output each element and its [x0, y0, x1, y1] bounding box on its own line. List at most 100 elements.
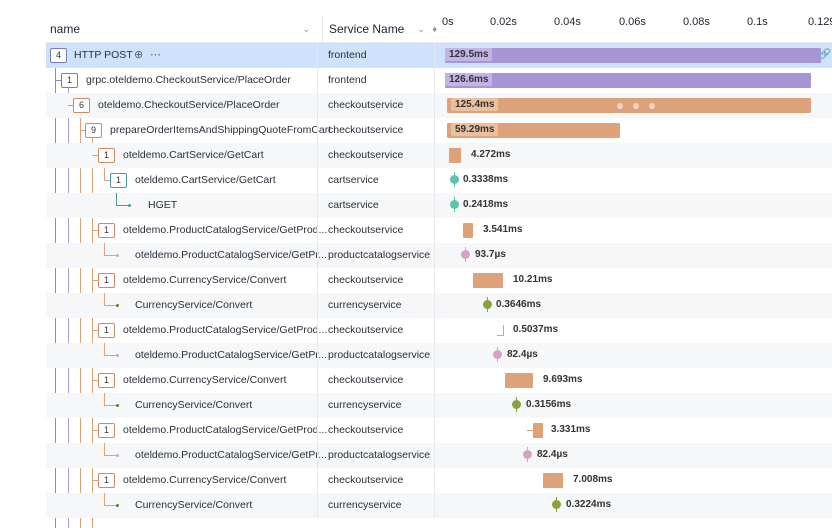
- span-name: oteldemo.CartService/GetCart: [123, 149, 264, 161]
- span-bar[interactable]: [463, 223, 473, 238]
- zoom-icon[interactable]: ⊕: [134, 49, 144, 61]
- span-bar[interactable]: [533, 423, 543, 438]
- span-bar[interactable]: 129.5ms: [445, 48, 821, 63]
- timeline-cell: 93.7µs: [434, 243, 832, 268]
- trace-row[interactable]: 1 oteldemo.CurrencyService/Convert check…: [46, 368, 832, 393]
- service-name-cell: currencyservice: [317, 493, 434, 518]
- span-bar[interactable]: 59.29ms: [447, 123, 620, 138]
- span-bar[interactable]: 125.4ms: [447, 98, 811, 113]
- span-name: oteldemo.CurrencyService/Convert: [123, 374, 287, 386]
- child-count-badge[interactable]: 1: [98, 373, 115, 388]
- service-name-cell: productcatalogservice: [317, 243, 434, 268]
- span-name-cell: HGET: [46, 193, 317, 218]
- span-bar[interactable]: [543, 473, 563, 488]
- trace-row[interactable]: CurrencyService/Convert currencyservice …: [46, 293, 832, 318]
- span-name-cell: 1 oteldemo.CurrencyService/Convert: [46, 268, 317, 293]
- child-count-badge[interactable]: 1: [98, 273, 115, 288]
- span-duration: 10.21ms: [513, 274, 553, 285]
- timeline-cell: 82.4µs: [434, 343, 832, 368]
- trace-row[interactable]: 1 oteldemo.ProductCatalogService/GetProd…: [46, 418, 832, 443]
- trace-row[interactable]: 1 oteldemo.CurrencyService/Convert check…: [46, 468, 832, 493]
- child-count-badge[interactable]: 1: [98, 223, 115, 238]
- trace-row[interactable]: 1 grpc.oteldemo.CheckoutService/PlaceOrd…: [46, 68, 832, 93]
- span-name-cell: CurrencyService/Convert: [46, 493, 317, 518]
- span-name: CurrencyService/Convert: [135, 299, 253, 311]
- span-marker[interactable]: [512, 397, 521, 412]
- trace-row[interactable]: 1 oteldemo.ProductCatalogService/GetProd…: [46, 218, 832, 243]
- trace-row[interactable]: 1 oteldemo.ProductCatalogService/GetProd…: [46, 318, 832, 343]
- child-count-badge[interactable]: 1: [98, 323, 115, 338]
- span-name-cell: 1 oteldemo.CartService/GetCart: [46, 168, 317, 193]
- span-marker[interactable]: [493, 347, 502, 362]
- span-name-cell: oteldemo.ProductCatalogService/GetPr...: [46, 443, 327, 468]
- span-bar[interactable]: [449, 148, 461, 163]
- chevron-down-icon[interactable]: ⌄: [302, 24, 310, 34]
- service-name-cell: checkoutservice: [317, 318, 434, 343]
- span-duration: 0.3338ms: [463, 174, 509, 185]
- span-name: oteldemo.ProductCatalogService/GetPr...: [135, 349, 328, 361]
- child-count-badge[interactable]: 1: [98, 148, 115, 163]
- span-bar[interactable]: 126.6ms: [445, 73, 811, 88]
- timeline-tick: 0.02s: [490, 16, 517, 28]
- child-count-badge[interactable]: 1: [61, 73, 78, 88]
- timeline-tick: 0.04s: [554, 16, 581, 28]
- span-duration: 93.7µs: [475, 249, 506, 260]
- name-column-header[interactable]: name ⌄: [50, 16, 316, 42]
- link-icon[interactable]: 🔗: [818, 49, 831, 60]
- span-bar[interactable]: [473, 273, 503, 288]
- child-count-badge[interactable]: 6: [73, 98, 90, 113]
- trace-row[interactable]: 1 oteldemo.CartService/GetCart cartservi…: [46, 168, 832, 193]
- service-name-column-header[interactable]: Service Name ⌄ ♦: [322, 16, 439, 42]
- trace-row[interactable]: 6 oteldemo.CheckoutService/PlaceOrder ch…: [46, 93, 832, 118]
- timeline-cell: 129.5ms 🔗: [434, 43, 832, 68]
- span-marker[interactable]: [523, 447, 532, 462]
- span-bar[interactable]: [505, 373, 533, 388]
- trace-row[interactable]: HGET cartservice 0.2418ms: [46, 193, 832, 218]
- service-name-cell: checkoutservice: [317, 368, 434, 393]
- service-name-cell: frontend: [317, 68, 434, 93]
- trace-row[interactable]: CurrencyService/Convert currencyservice …: [46, 493, 832, 518]
- span-marker[interactable]: [450, 172, 459, 187]
- span-marker[interactable]: [483, 297, 492, 312]
- span-name-cell: 1 oteldemo.ProductCatalogService/GetProd…: [46, 218, 327, 243]
- span-event-marker[interactable]: [617, 103, 623, 109]
- child-count-badge[interactable]: 1: [98, 423, 115, 438]
- timeline-cell: 9.693ms: [434, 368, 832, 393]
- more-icon[interactable]: ⋯: [150, 49, 161, 61]
- trace-row[interactable]: 9 prepareOrderItemsAndShippingQuoteFromC…: [46, 118, 832, 143]
- span-marker[interactable]: [461, 247, 470, 262]
- span-marker[interactable]: [552, 497, 561, 512]
- child-count-badge[interactable]: 4: [50, 48, 67, 63]
- span-duration: 82.4µs: [507, 349, 538, 360]
- service-name-cell: checkoutservice: [317, 268, 434, 293]
- trace-row[interactable]: oteldemo.ProductCatalogService/GetPr... …: [46, 243, 832, 268]
- span-event-marker[interactable]: [633, 103, 639, 109]
- timeline-cell: 82.4µs: [434, 443, 832, 468]
- chevron-down-icon[interactable]: ⌄: [417, 24, 425, 34]
- child-count-badge[interactable]: 1: [98, 473, 115, 488]
- span-marker[interactable]: [450, 197, 459, 212]
- span-duration: 3.331ms: [551, 424, 591, 435]
- trace-row[interactable]: 1 oteldemo.CurrencyService/Convert check…: [46, 268, 832, 293]
- span-name: oteldemo.ProductCatalogService/GetProd..…: [123, 424, 328, 436]
- service-name-cell: cartservice: [317, 193, 434, 218]
- trace-row[interactable]: 1 oteldemo.CartService/GetCart checkouts…: [46, 143, 832, 168]
- child-count-badge[interactable]: 9: [85, 123, 102, 138]
- timeline-cell: 3.541ms: [434, 218, 832, 243]
- span-event-marker[interactable]: [649, 103, 655, 109]
- sort-icon[interactable]: ♦: [432, 24, 437, 34]
- span-name-cell: CurrencyService/Convert: [46, 293, 317, 318]
- trace-row[interactable]: 4 HTTP POST ⊕ ⋯ frontend 129.5ms 🔗: [46, 43, 832, 68]
- span-duration: 126.6ms: [445, 73, 493, 86]
- span-duration: 129.5ms: [445, 48, 493, 61]
- timeline-tick: 0.129: [808, 16, 832, 28]
- trace-row[interactable]: oteldemo.ProductCatalogService/GetPr... …: [46, 343, 832, 368]
- child-count-badge[interactable]: 1: [110, 173, 127, 188]
- span-bar[interactable]: [503, 325, 504, 336]
- span-name-cell: 6 oteldemo.CheckoutService/PlaceOrder: [46, 93, 317, 118]
- span-name-cell: 9 prepareOrderItemsAndShippingQuoteFromC…: [46, 118, 331, 143]
- trace-row[interactable]: CurrencyService/Convert currencyservice …: [46, 393, 832, 418]
- span-name: HGET: [148, 199, 178, 211]
- service-name-cell: checkoutservice: [317, 468, 434, 493]
- trace-row[interactable]: oteldemo.ProductCatalogService/GetPr... …: [46, 443, 832, 468]
